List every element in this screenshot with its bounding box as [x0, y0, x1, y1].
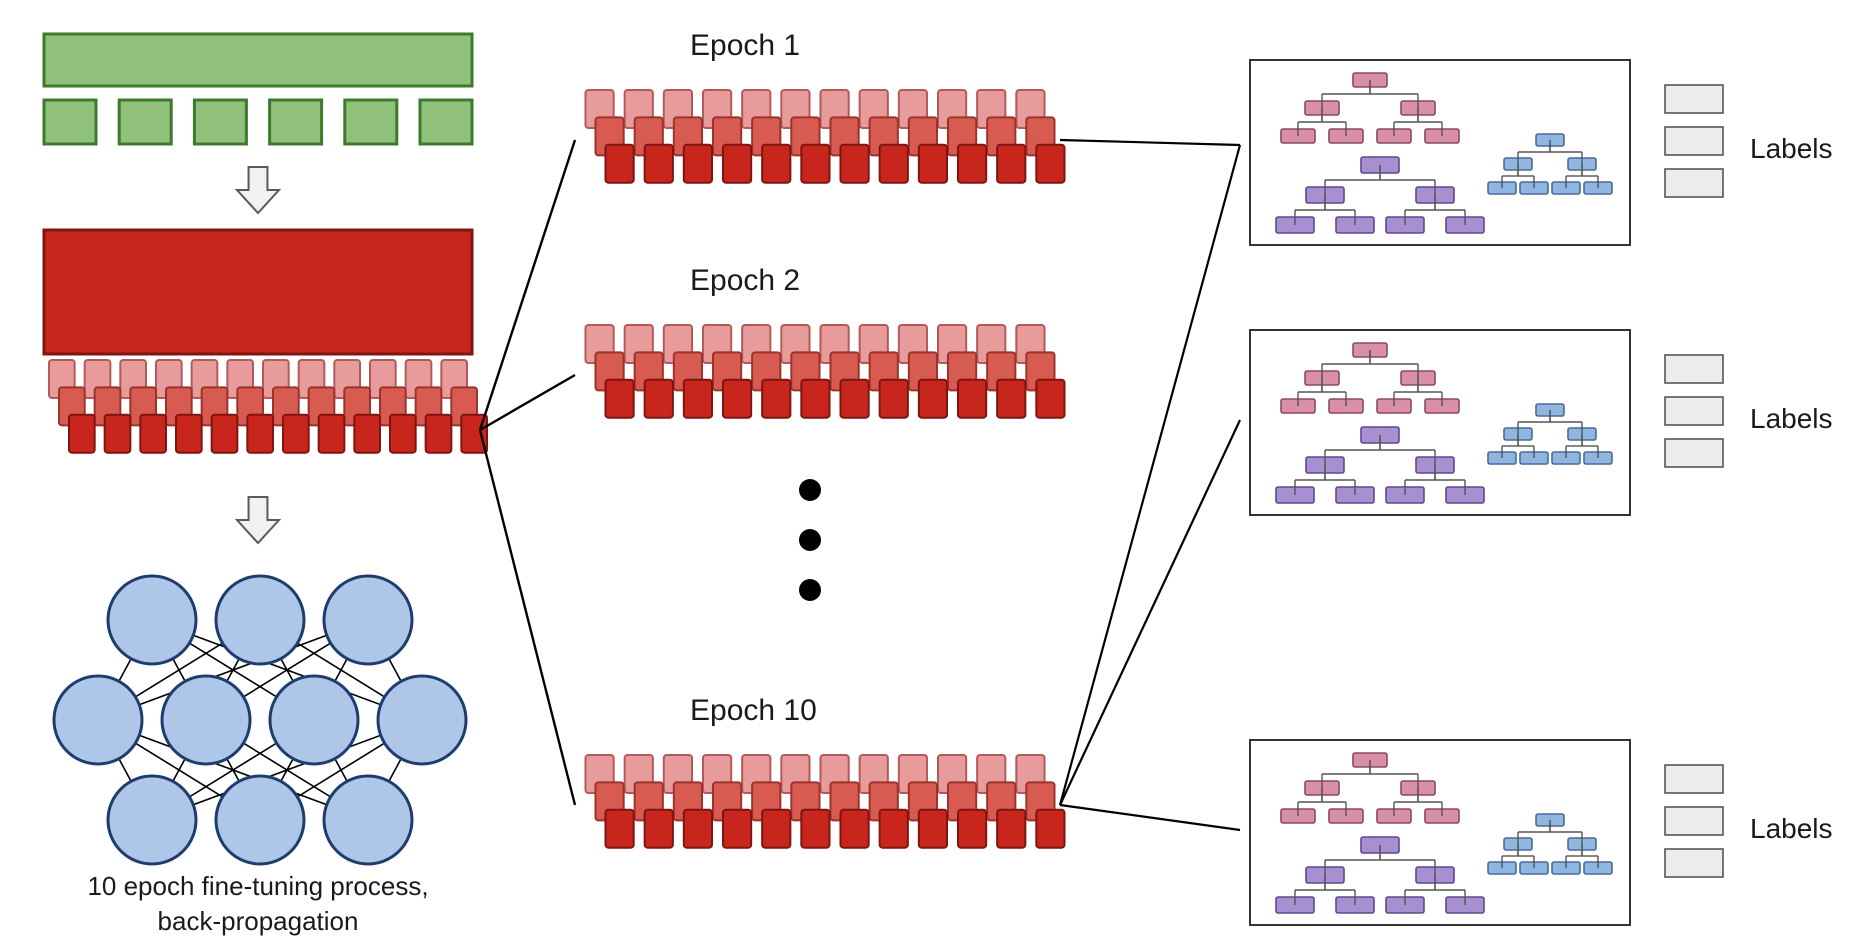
label-stack-0: Labels [1665, 85, 1833, 197]
input-bar [44, 34, 472, 86]
tree-card-1 [1250, 330, 1630, 515]
arrow-down-2 [237, 497, 279, 543]
labels-text-2: Labels [1750, 813, 1833, 844]
epoch-2: Epoch 10 [690, 694, 817, 727]
neural-network [54, 576, 466, 864]
input-tokens [44, 100, 472, 144]
token-strip-epoch-1 [585, 325, 1064, 418]
label-stack-1: Labels [1665, 355, 1833, 467]
epoch-title-1: Epoch 2 [690, 264, 800, 297]
label-stack-2: Labels [1665, 765, 1833, 877]
epoch-0: Epoch 1 [690, 29, 800, 62]
caption-line-2: back-propagation [158, 906, 359, 936]
labels-text-0: Labels [1750, 133, 1833, 164]
arrow-down-1 [237, 167, 279, 213]
tree-card-0 [1250, 60, 1630, 245]
epoch-title-2: Epoch 10 [690, 694, 817, 727]
fan-right [1060, 140, 1240, 830]
epochs-ellipsis [799, 479, 821, 601]
tree-card-2 [1250, 740, 1630, 925]
token-strip-source [49, 360, 487, 453]
epoch-1: Epoch 2 [690, 264, 800, 297]
token-strip-epoch-0 [585, 90, 1064, 183]
encoder-block [44, 230, 472, 354]
caption-line-1: 10 epoch fine-tuning process, [87, 871, 428, 901]
fan-left [480, 140, 575, 805]
left-caption: 10 epoch fine-tuning process, back-propag… [87, 871, 428, 936]
token-strip-epoch-2 [585, 755, 1064, 848]
epoch-title-0: Epoch 1 [690, 29, 800, 62]
labels-text-1: Labels [1750, 403, 1833, 434]
